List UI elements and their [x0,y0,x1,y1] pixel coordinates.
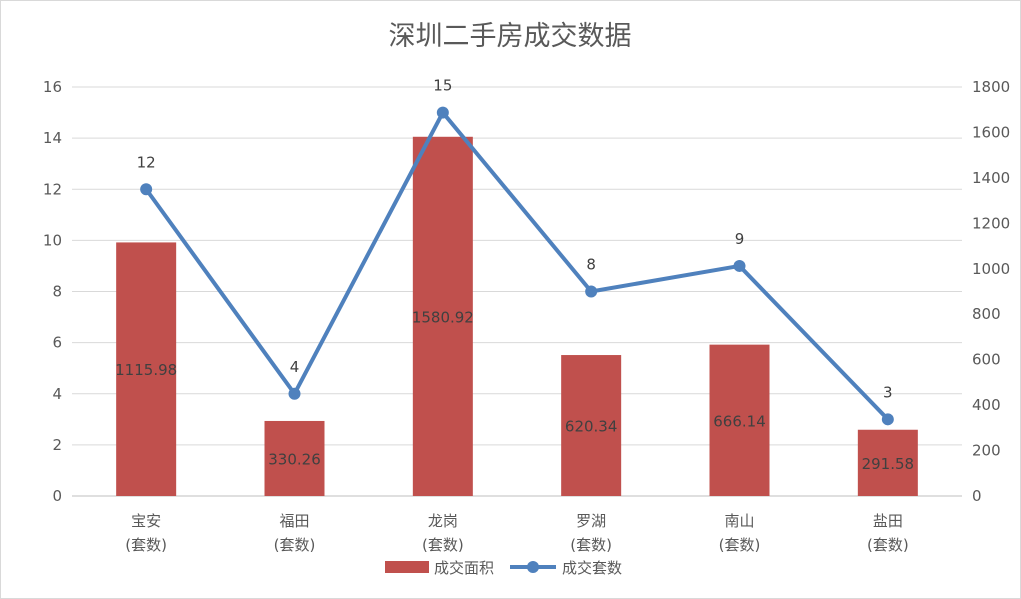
x-axis-categories: 宝安 (套数) 福田 (套数) 龙岗 (套数) 罗湖 (套数) 南山 (套数) 盐田 (套数) [125,512,908,554]
line-data-label: 4 [290,358,300,376]
y-left-tick-label: 6 [52,334,62,352]
y-left-tick-label: 0 [52,487,62,505]
x-category-label: 罗湖 [576,512,606,530]
y-right-tick-label: 1800 [972,78,1010,96]
x-category-sublabel: (套数) [719,536,761,554]
bar [561,355,622,496]
line-series-count: 12 4 15 8 9 3 [137,77,894,426]
bar-data-label: 1115.98 [115,361,177,379]
bar-series-area: 1115.98 330.26 1580.92 620.34 666.14 291.58 [115,136,918,496]
x-category-label: 福田 [279,512,309,530]
y-right-tick-label: 1400 [972,169,1010,187]
y-left-tick-label: 12 [43,180,62,198]
legend: 成交面积 成交套数 [385,559,622,577]
y-right-tick-label: 1600 [972,123,1010,141]
bar-data-label: 666.14 [713,412,766,430]
y-left-tick-label: 4 [52,385,62,403]
y-right-tick-label: 1000 [972,260,1010,278]
y-left-tick-label: 16 [43,78,62,96]
x-category-label: 盐田 [873,512,903,530]
y-left-tick-label: 2 [52,436,62,454]
x-category-label: 龙岗 [428,512,458,530]
line-data-label: 15 [433,77,452,95]
legend-label-area: 成交面积 [434,559,494,577]
bar [116,242,177,496]
x-category-sublabel: (套数) [867,536,909,554]
line-point [881,413,894,426]
line-point [733,259,746,272]
x-category-label: 宝安 [131,512,161,530]
line-point [436,106,449,119]
legend-marker-count [527,561,539,573]
y-right-tick-label: 600 [972,351,1001,369]
y-axis-left: 0 2 4 6 8 10 12 14 16 [43,78,62,505]
line-data-label: 12 [137,153,156,171]
bar [264,420,325,496]
x-category-sublabel: (套数) [422,536,464,554]
legend-swatch-area [385,561,429,573]
y-right-tick-label: 0 [972,487,982,505]
bar [857,429,918,496]
y-right-tick-label: 1200 [972,214,1010,232]
bar-data-label: 330.26 [268,450,321,468]
x-category-sublabel: (套数) [274,536,316,554]
y-left-tick-label: 8 [52,283,62,301]
line-data-label: 8 [586,256,596,274]
count-line [144,110,890,422]
bar [412,136,473,496]
y-left-tick-label: 14 [43,129,62,147]
legend-label-count: 成交套数 [562,559,622,577]
bar-data-label: 620.34 [565,418,618,436]
y-right-tick-label: 200 [972,442,1001,460]
x-category-label: 南山 [724,512,754,530]
x-category-sublabel: (套数) [570,536,612,554]
line-data-label: 9 [735,230,745,248]
bar [709,344,770,496]
chart-title: 深圳二手房成交数据 [389,21,632,52]
bar-data-label: 1580.92 [412,308,474,326]
y-left-tick-label: 10 [43,231,62,249]
gridlines [72,86,962,497]
x-category-sublabel: (套数) [125,536,167,554]
y-axis-right: 0 200 400 600 800 1000 1200 1400 1600 1800 [972,78,1010,505]
y-right-tick-label: 800 [972,305,1001,323]
line-point [140,183,153,196]
line-data-label: 3 [883,383,893,401]
y-right-tick-label: 400 [972,396,1001,414]
line-point [585,285,598,298]
line-point [288,387,301,400]
bar-data-label: 291.58 [862,455,915,473]
